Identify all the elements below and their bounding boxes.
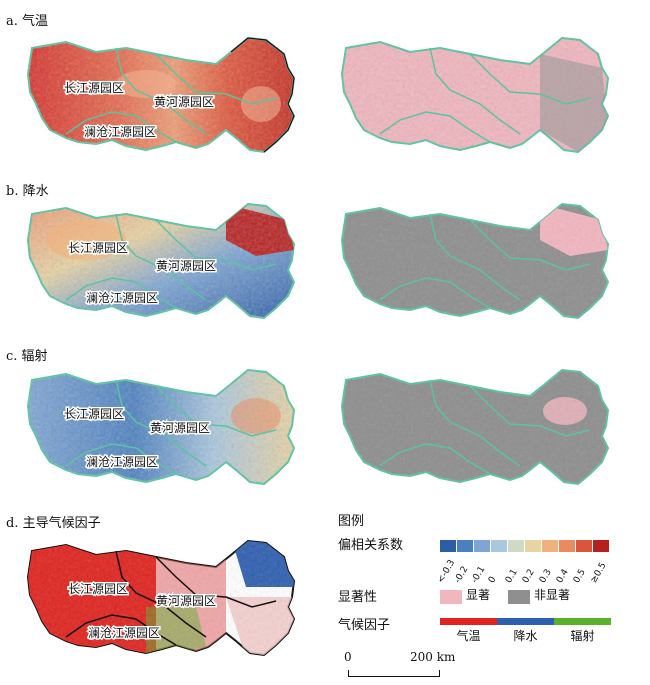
colorbar-cell	[542, 540, 559, 552]
map-precipitation-corr: 长江源园区 黄河源园区 澜沧江源园区	[27, 203, 295, 319]
legend-factor-temp-text: 气温	[456, 629, 481, 643]
label-huanghe: 黄河源园区	[154, 95, 214, 109]
colorbar-cell	[491, 540, 508, 552]
panel-title-a: a. 气温	[6, 14, 49, 29]
colorbar-cell	[508, 540, 525, 552]
legend-title: 图例	[338, 514, 365, 529]
scale-bar	[348, 670, 440, 677]
legend-corr-ticks: <-0.3 -0.2 -0.1 0 0.1 0.2 0.3 0.4 0.5 ≥0.5	[436, 558, 630, 588]
label-huanghe: 黄河源园区	[156, 259, 216, 273]
map-temperature-corr: 长江源园区 黄河源园区 澜沧江源园区	[27, 37, 295, 153]
legend-corr-label: 偏相关系数	[338, 538, 404, 553]
scale-zero: 0	[344, 650, 352, 664]
colorbar-tick-label: 0	[487, 575, 499, 585]
legend-corr-colorbar	[440, 540, 610, 552]
label-lancang: 澜沧江源园区	[86, 290, 158, 305]
panel-title-c: c. 辐射	[6, 349, 48, 364]
label-lancang: 澜沧江源园区	[86, 454, 158, 469]
map-radiation-sig	[341, 369, 609, 485]
label-changjiang: 长江源园区	[64, 81, 124, 95]
colorbar-cell	[474, 540, 491, 552]
legend-factor-precip-text: 降水	[513, 629, 538, 643]
label-changjiang: 长江源园区	[68, 582, 128, 596]
colorbar-tick-label: 0.1	[504, 567, 520, 585]
colorbar-tick-label: 0.5	[572, 567, 588, 585]
colorbar-cell	[525, 540, 542, 552]
legend-sig-swatch	[440, 590, 462, 604]
colorbar-tick-label: 0.3	[538, 567, 554, 585]
legend-factor-rad-swatch	[554, 618, 611, 625]
legend-factor-temp-swatch	[440, 618, 497, 625]
map-radiation-corr: 长江源园区 黄河源园区 澜沧江源园区	[27, 369, 295, 485]
panel-title-b: b. 降水	[6, 184, 49, 199]
label-lancang: 澜沧江源园区	[88, 625, 160, 640]
colorbar-tick-label: -0.1	[470, 564, 488, 585]
colorbar-cell	[559, 540, 576, 552]
colorbar-cell	[440, 540, 457, 552]
scale-dist: 200 km	[410, 650, 456, 664]
colorbar-cell	[593, 540, 610, 552]
colorbar-tick-label: 0.4	[555, 567, 571, 585]
legend-factor-label: 气候因子	[338, 618, 391, 633]
label-changjiang: 长江源园区	[64, 407, 124, 421]
map-precipitation-sig	[341, 203, 609, 319]
colorbar-cell	[457, 540, 474, 552]
legend: 图例 偏相关系数 <-0.3 -0.2 -0.1 0 0.1 0.2 0.3 0.4 0.5 ≥0…	[338, 510, 638, 680]
label-lancang: 澜沧江源园区	[84, 124, 156, 139]
legend-sig-text: 显著	[466, 588, 491, 602]
label-changjiang: 长江源园区	[68, 241, 128, 255]
legend-nonsig-text: 非显著	[534, 588, 571, 602]
map-temperature-sig	[341, 37, 609, 153]
label-huanghe: 黄河源园区	[156, 594, 216, 608]
legend-sig-label: 显著性	[338, 590, 378, 605]
legend-factor-precip-swatch	[497, 618, 554, 625]
colorbar-tick-label: 0.2	[521, 567, 537, 585]
label-huanghe: 黄河源园区	[150, 421, 210, 435]
legend-nonsig-swatch	[508, 590, 530, 604]
legend-factor-rad-text: 辐射	[570, 629, 595, 643]
colorbar-tick-label: ≥0.5	[589, 561, 609, 585]
map-dominant-factor: 长江源园区 黄河源园区 澜沧江源园区	[27, 540, 295, 656]
panel-title-d: d. 主导气候因子	[6, 516, 101, 531]
colorbar-cell	[576, 540, 593, 552]
colorbar-tick-label: -0.2	[453, 564, 471, 585]
